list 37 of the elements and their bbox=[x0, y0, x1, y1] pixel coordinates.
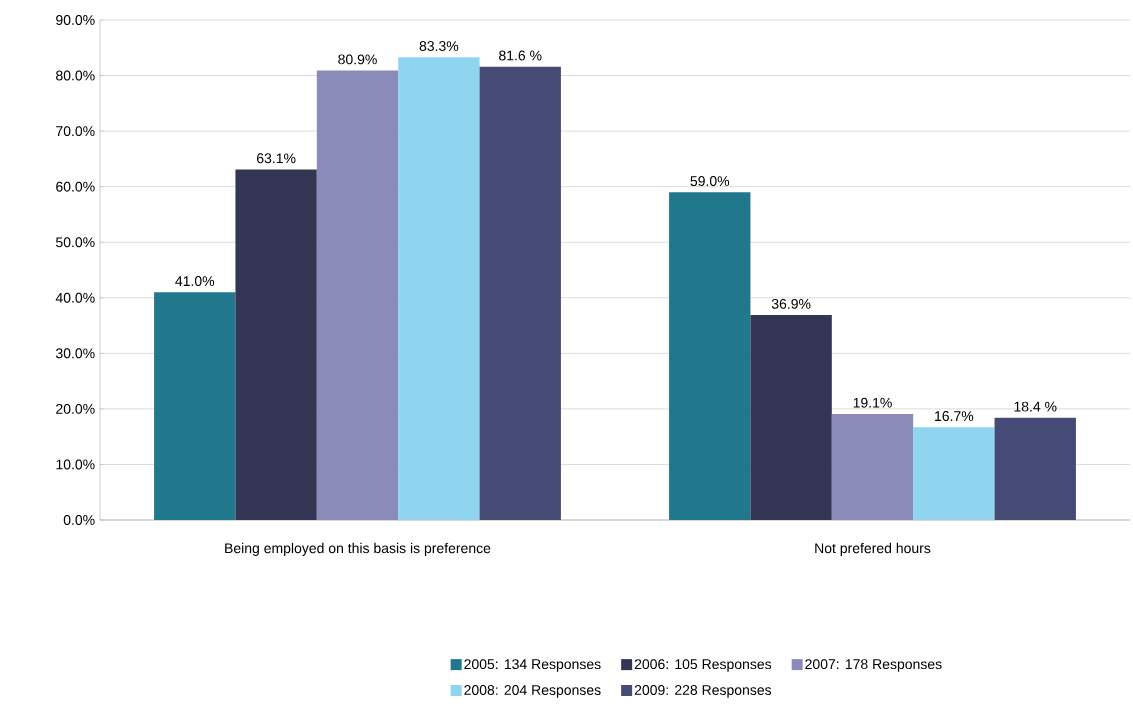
data-label: 81.6 % bbox=[499, 50, 542, 61]
bar bbox=[479, 66, 561, 520]
y-tick-label: 30.0% bbox=[55, 348, 95, 359]
y-tick-label: 50.0% bbox=[56, 237, 95, 248]
data-label: 41.0% bbox=[175, 276, 215, 287]
legend-label: 2005: 134 Responses bbox=[464, 659, 601, 672]
data-label: 18.4 % bbox=[1014, 401, 1057, 412]
y-tick-label: 90.0% bbox=[56, 15, 95, 25]
bar bbox=[398, 57, 480, 520]
bar bbox=[750, 315, 832, 520]
y-tick-label: 80.0% bbox=[56, 70, 95, 81]
data-label: 36.9% bbox=[771, 298, 811, 309]
y-tick-label: 40.0% bbox=[55, 292, 95, 303]
bar bbox=[154, 292, 236, 520]
legend-label: 2008: 204 Responses bbox=[464, 685, 601, 698]
legend-label: 2009: 228 Responses bbox=[634, 685, 772, 698]
y-tick-label: 0.0% bbox=[63, 515, 95, 525]
data-label: 63.1% bbox=[257, 153, 296, 164]
bar bbox=[669, 192, 751, 520]
legend-label: 2006: 105 Responses bbox=[634, 659, 772, 672]
y-tick-label: 60.0% bbox=[56, 181, 95, 192]
data-label: 19.1% bbox=[853, 397, 892, 408]
data-label: 80.9% bbox=[338, 54, 377, 65]
data-label: 59.0% bbox=[690, 176, 730, 187]
y-tick-label: 10.0% bbox=[56, 459, 95, 470]
x-tick-label: Being employed on this basis is preference bbox=[225, 542, 491, 556]
bar bbox=[994, 417, 1076, 520]
data-label: 83.3% bbox=[419, 41, 459, 52]
y-tick-label: 70.0% bbox=[56, 126, 95, 137]
bar bbox=[831, 413, 914, 520]
legend-label: 2007: 178 Responses bbox=[805, 659, 942, 672]
x-tick-label: Not prefered hours bbox=[815, 542, 931, 556]
bar bbox=[235, 169, 317, 520]
bar bbox=[913, 427, 995, 520]
data-label: 16.7% bbox=[935, 411, 974, 422]
bar bbox=[316, 70, 399, 520]
y-tick-label: 20.0% bbox=[56, 403, 95, 414]
